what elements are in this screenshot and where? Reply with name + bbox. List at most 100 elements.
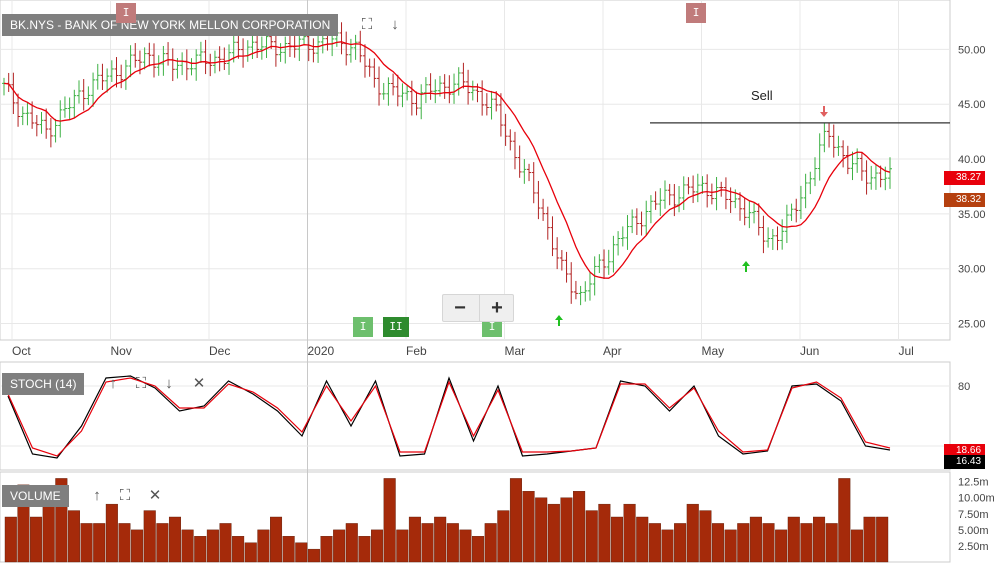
x-tick-label: Dec — [209, 344, 230, 358]
volume-bar — [168, 516, 182, 563]
volume-bar — [295, 542, 308, 563]
x-tick-label: Jun — [800, 344, 819, 358]
volume-bar — [320, 536, 333, 563]
volume-bar — [17, 484, 30, 563]
volume-bar — [497, 510, 510, 563]
event-marker[interactable]: I — [686, 3, 706, 23]
close-icon[interactable]: ✕ — [148, 487, 162, 504]
volume-bar — [787, 516, 800, 563]
volume-bar — [535, 497, 548, 563]
y-tick-label: 80 — [958, 381, 970, 393]
volume-bar — [484, 523, 497, 563]
volume-bars — [4, 478, 889, 563]
volume-bar — [509, 478, 522, 563]
x-tick-label: May — [702, 344, 725, 358]
zoom-control: − + — [442, 294, 514, 322]
volume-bar — [270, 516, 283, 563]
y-tick-label: 45.00 — [958, 99, 986, 111]
y-tick-label: 2.50m — [958, 541, 989, 553]
expand-icon[interactable]: ⛶ — [119, 487, 131, 504]
event-marker[interactable]: I — [482, 317, 502, 337]
zoom-out-button[interactable]: − — [454, 297, 466, 319]
volume-bar — [636, 516, 649, 563]
volume-bar — [206, 529, 219, 563]
move-down-icon[interactable]: ↓ — [165, 375, 173, 392]
stoch-d-line — [7, 377, 891, 457]
volume-bar — [383, 478, 396, 563]
volume-bar — [282, 536, 295, 563]
expand-icon[interactable]: ⛶ — [135, 375, 147, 392]
volume-bar — [547, 503, 560, 563]
volume-bar — [371, 529, 384, 563]
last-price-tag: 38.32 — [944, 193, 986, 207]
volume-title: VOLUME — [2, 485, 69, 507]
moving-average-line — [3, 41, 891, 279]
volume-bar — [813, 516, 826, 563]
volume-bar — [686, 503, 699, 563]
main-panel-frame — [0, 0, 951, 341]
volume-bar — [472, 536, 485, 563]
x-tick-label: Apr — [603, 344, 622, 358]
volume-bar — [408, 516, 421, 563]
expand-icon[interactable]: ⛶ — [361, 16, 373, 33]
volume-bar — [775, 529, 788, 563]
volume-bar — [749, 516, 762, 563]
volume-bar — [232, 536, 245, 563]
volume-bar — [699, 510, 712, 563]
sell-label: Sell — [751, 88, 773, 103]
move-up-icon[interactable]: ↑ — [109, 375, 117, 392]
volume-bar — [333, 529, 346, 563]
volume-bar — [421, 523, 434, 563]
ma-price-tag: 38.27 — [944, 171, 986, 185]
download-icon[interactable]: ↓ — [391, 16, 399, 33]
event-marker[interactable]: I — [353, 317, 373, 337]
volume-bar — [181, 529, 194, 563]
volume-bar — [838, 478, 851, 563]
volume-bar — [244, 542, 257, 563]
volume-bar — [143, 510, 156, 563]
x-tick-label: Feb — [406, 344, 427, 358]
volume-bar — [712, 523, 725, 563]
event-marker[interactable]: II — [383, 317, 409, 337]
volume-bar — [434, 516, 447, 563]
buy-signal-arrow — [555, 315, 563, 326]
y-tick-label: 30.00 — [958, 264, 986, 276]
move-up-icon[interactable]: ↑ — [93, 487, 101, 504]
volume-bar — [762, 523, 775, 563]
volume-bar — [55, 478, 68, 563]
x-tick-label: Oct — [12, 344, 31, 358]
sell-signal-arrow — [820, 106, 828, 117]
volume-bar — [573, 491, 586, 563]
volume-bar — [257, 529, 270, 563]
volume-bar — [674, 523, 687, 563]
zoom-in-button[interactable]: + — [479, 295, 514, 321]
volume-bar — [358, 536, 371, 563]
volume-bar — [585, 510, 598, 563]
stoch-title: STOCH (14) — [2, 373, 85, 395]
volume-bar — [105, 503, 118, 563]
volume-bar — [131, 529, 144, 563]
event-marker[interactable]: I — [116, 3, 136, 23]
x-tick-label: Nov — [111, 344, 132, 358]
stoch-panel-frame — [0, 361, 951, 471]
volume-bar — [67, 510, 80, 563]
volume-bar — [724, 529, 737, 563]
volume-bar — [30, 516, 43, 563]
volume-bar — [800, 523, 813, 563]
x-tick-label: 2020 — [308, 344, 335, 358]
volume-bar — [396, 529, 409, 563]
y-tick-label: 35.00 — [958, 209, 986, 221]
close-icon[interactable]: ✕ — [192, 375, 206, 392]
volume-bar — [661, 529, 674, 563]
volume-bar — [737, 523, 750, 563]
y-tick-label: 12.5m — [958, 477, 989, 489]
volume-bar — [876, 516, 889, 563]
stoch-k-line — [7, 375, 891, 459]
symbol-title: BK.NYS - BANK OF NEW YORK MELLON CORPORA… — [2, 14, 339, 36]
volume-bar — [219, 523, 232, 563]
stoch-d-tag: 18.66 — [944, 444, 986, 458]
volume-bar — [623, 503, 636, 563]
y-tick-label: 40.00 — [958, 154, 986, 166]
volume-bar — [648, 523, 661, 563]
